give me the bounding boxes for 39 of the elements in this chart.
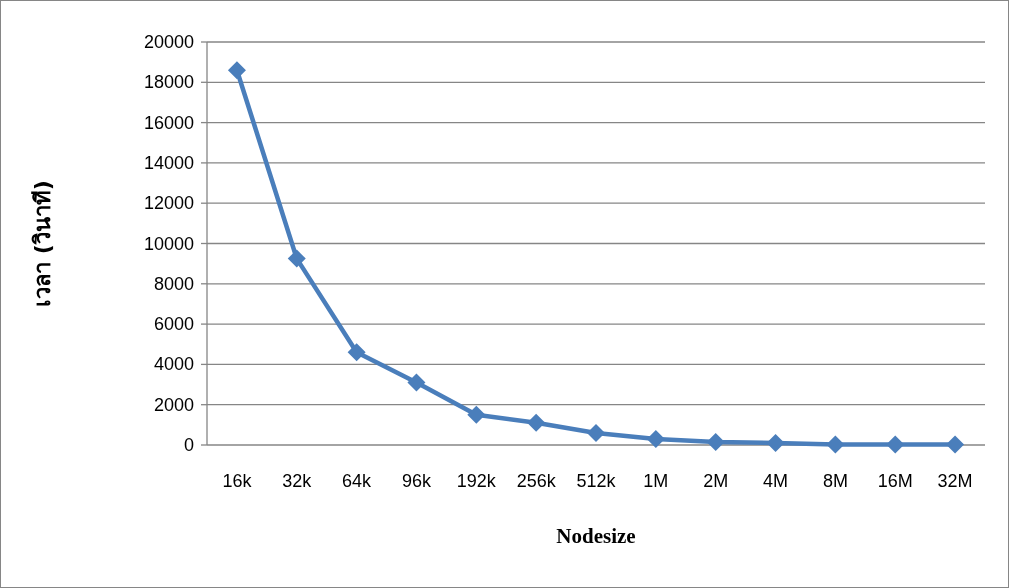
y-tick-label: 20000 [143,32,194,52]
point [946,435,965,454]
point [347,343,366,362]
y-axis-title: เวลา (วินาที) [30,180,55,307]
y-tick-label: 0 [183,435,194,455]
y-tick-label: 12000 [143,193,194,214]
x-tick-label: 2M [703,471,729,491]
point [587,423,605,442]
point [527,413,546,432]
x-tick-label: 96k [401,471,432,491]
x-tick-label: 192k [456,471,497,491]
y-tick-label: 18000 [143,72,194,93]
x-tick-label: 4M [763,471,789,491]
point [646,429,665,448]
point [407,373,426,392]
x-tick-label: 32M [937,471,973,491]
x-tick-label: 16M [877,471,913,491]
x-tick-label: 32k [282,471,313,491]
x-tick-label: 8M [822,471,848,491]
x-tick-label: 512k [576,471,617,491]
y-tick-label: 6000 [153,314,194,335]
x-tick-label: 64k [342,471,373,491]
point [826,435,845,454]
y-tick-label: 10000 [143,233,194,254]
point [886,435,905,454]
x-axis-title: Nodesize [556,524,636,548]
point [227,61,246,80]
x-tick-label: 1M [643,471,669,491]
y-tick-label: 2000 [153,394,194,415]
point [467,405,486,424]
x-tick-label: 256k [516,471,557,491]
point [287,249,306,268]
point [766,433,785,452]
y-tick-label: 14000 [143,152,194,173]
point [706,432,725,451]
y-tick-label: 4000 [153,354,194,375]
y-tick-label: 16000 [143,112,194,133]
y-tick-label: 8000 [153,273,194,294]
x-tick-label: 16k [222,471,253,491]
